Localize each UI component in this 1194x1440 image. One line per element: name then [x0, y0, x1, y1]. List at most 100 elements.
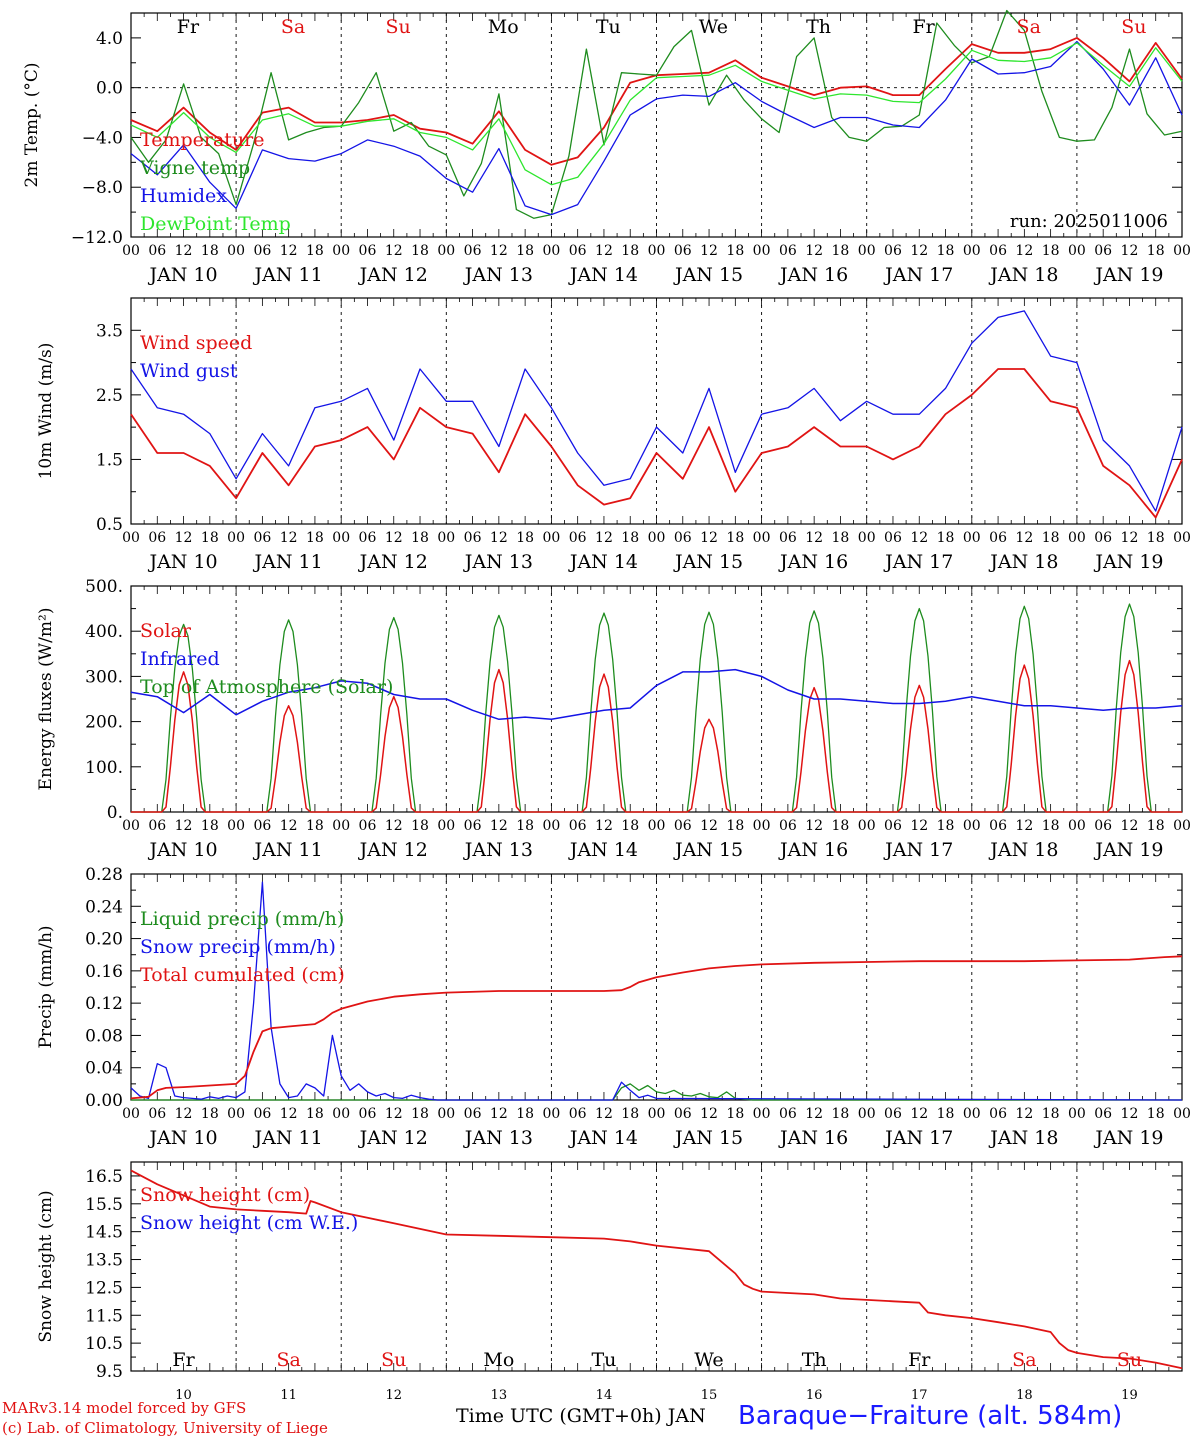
series-group-wind	[130, 310, 1183, 519]
hour-tick-label: 00	[648, 530, 666, 546]
hour-tick-label: 00	[858, 1106, 876, 1122]
date-label: JAN 17	[883, 839, 953, 861]
hour-tick-label: 00	[1173, 243, 1191, 259]
hour-tick-label: 00	[332, 530, 350, 546]
hour-tick-label: 12	[805, 1106, 823, 1122]
hour-tick-label: 00	[542, 243, 560, 259]
date-label: JAN 17	[883, 1127, 953, 1149]
hour-tick-label: 12	[805, 818, 823, 834]
hour-tick-label: 00	[1068, 818, 1086, 834]
hour-tick-label: 06	[148, 530, 166, 546]
date-label: JAN 19	[1093, 839, 1163, 861]
hour-tick-label: 06	[569, 1106, 587, 1122]
dewpoint-temp-line	[130, 42, 1183, 186]
hour-tick-label: 12	[1121, 1106, 1139, 1122]
hour-tick-label: 18	[516, 818, 534, 834]
date-label: JAN 14	[568, 264, 638, 286]
weekday-label: Fr	[172, 1349, 195, 1371]
hour-tick-label: 18	[1042, 818, 1060, 834]
day-number-label: 15	[701, 1388, 718, 1403]
hour-tick-label: 12	[280, 818, 298, 834]
hour-tick-label: 00	[332, 243, 350, 259]
date-label: JAN 14	[568, 551, 638, 573]
hour-tick-label: 06	[884, 1106, 902, 1122]
wind-speed-line	[130, 368, 1183, 519]
hour-tick-label: 00	[1068, 243, 1086, 259]
hour-tick-label: 12	[280, 1106, 298, 1122]
hour-tick-label: 06	[674, 818, 692, 834]
hour-tick-label: 06	[884, 818, 902, 834]
legend-entry: Snow precip (mm/h)	[140, 936, 336, 958]
hour-tick-label: 06	[148, 243, 166, 259]
hour-tick-label: 00	[753, 243, 771, 259]
date-label: JAN 18	[988, 1127, 1058, 1149]
date-label: JAN 12	[358, 1127, 428, 1149]
weekday-label: Su	[1121, 16, 1146, 38]
y-tick-label: 16.5	[85, 1167, 123, 1187]
hour-tick-label: 00	[542, 1106, 560, 1122]
day-number-label: 17	[911, 1388, 928, 1403]
date-label: JAN 13	[463, 264, 533, 286]
legend-entry: Infrared	[140, 648, 220, 670]
series-group-energy	[130, 603, 1183, 813]
legend-entry: Liquid precip (mm/h)	[140, 908, 344, 930]
date-label: JAN 11	[253, 264, 323, 286]
hour-tick-label: 00	[122, 818, 140, 834]
infrared-line	[130, 668, 1183, 721]
y-tick-label: 300.	[85, 667, 123, 687]
y-tick-label: −12.0	[71, 228, 123, 248]
hour-tick-label: 18	[201, 530, 219, 546]
hour-tick-label: 18	[306, 243, 324, 259]
hour-tick-label: 18	[411, 530, 429, 546]
hour-tick-label: 18	[1147, 818, 1165, 834]
hour-tick-label: 06	[359, 530, 377, 546]
hour-tick-label: 12	[490, 530, 508, 546]
date-label: JAN 16	[778, 839, 848, 861]
hour-tick-label: 00	[753, 818, 771, 834]
weekday-label: We	[694, 1349, 723, 1371]
hour-tick-label: 06	[148, 1106, 166, 1122]
y-tick-label: −8.0	[82, 178, 123, 198]
hour-tick-label: 06	[148, 818, 166, 834]
date-label: JAN 14	[568, 839, 638, 861]
day-number-label: 12	[385, 1388, 402, 1403]
date-label: JAN 18	[988, 551, 1058, 573]
y-tick-label: 400.	[85, 622, 123, 642]
legend-entry: Top of Atmosphere (Solar)	[140, 676, 393, 698]
hour-tick-label: 12	[910, 530, 928, 546]
vigne-temp-line	[130, 9, 1183, 219]
hour-tick-label: 00	[1173, 530, 1191, 546]
weekday-label: Fr	[912, 16, 935, 38]
hour-tick-label: 12	[385, 1106, 403, 1122]
hour-tick-label: 00	[227, 530, 245, 546]
model-credit: MARv3.14 model forced by GFS	[2, 1399, 247, 1417]
weekday-label: Fr	[908, 1349, 931, 1371]
hour-tick-label: 00	[542, 818, 560, 834]
y-tick-label: −4.0	[82, 128, 123, 148]
hour-tick-label: 00	[122, 1106, 140, 1122]
date-label: JAN 19	[1093, 264, 1163, 286]
hour-tick-label: 18	[516, 243, 534, 259]
y-tick-label: 4.0	[96, 29, 123, 49]
y-tick-label: 500.	[85, 577, 123, 597]
hour-tick-label: 12	[490, 1106, 508, 1122]
hour-tick-label: 12	[595, 530, 613, 546]
date-label: JAN 10	[147, 264, 217, 286]
hour-tick-label: 18	[621, 243, 639, 259]
hour-tick-label: 00	[437, 818, 455, 834]
date-label: JAN 12	[358, 551, 428, 573]
hour-tick-label: 00	[227, 818, 245, 834]
date-label: JAN 17	[883, 551, 953, 573]
hour-tick-label: 06	[359, 243, 377, 259]
date-label: JAN 11	[253, 1127, 323, 1149]
date-label: JAN 10	[147, 1127, 217, 1149]
date-label: JAN 12	[358, 839, 428, 861]
hour-tick-label: 06	[1094, 530, 1112, 546]
date-label: JAN 14	[568, 1127, 638, 1149]
y-tick-label: 0.08	[85, 1026, 123, 1046]
hour-tick-label: 12	[595, 818, 613, 834]
hour-tick-label: 12	[910, 818, 928, 834]
run-annotation: run: 2025011006	[1010, 211, 1168, 232]
y-tick-label: 12.5	[85, 1278, 123, 1298]
hour-tick-label: 06	[989, 530, 1007, 546]
